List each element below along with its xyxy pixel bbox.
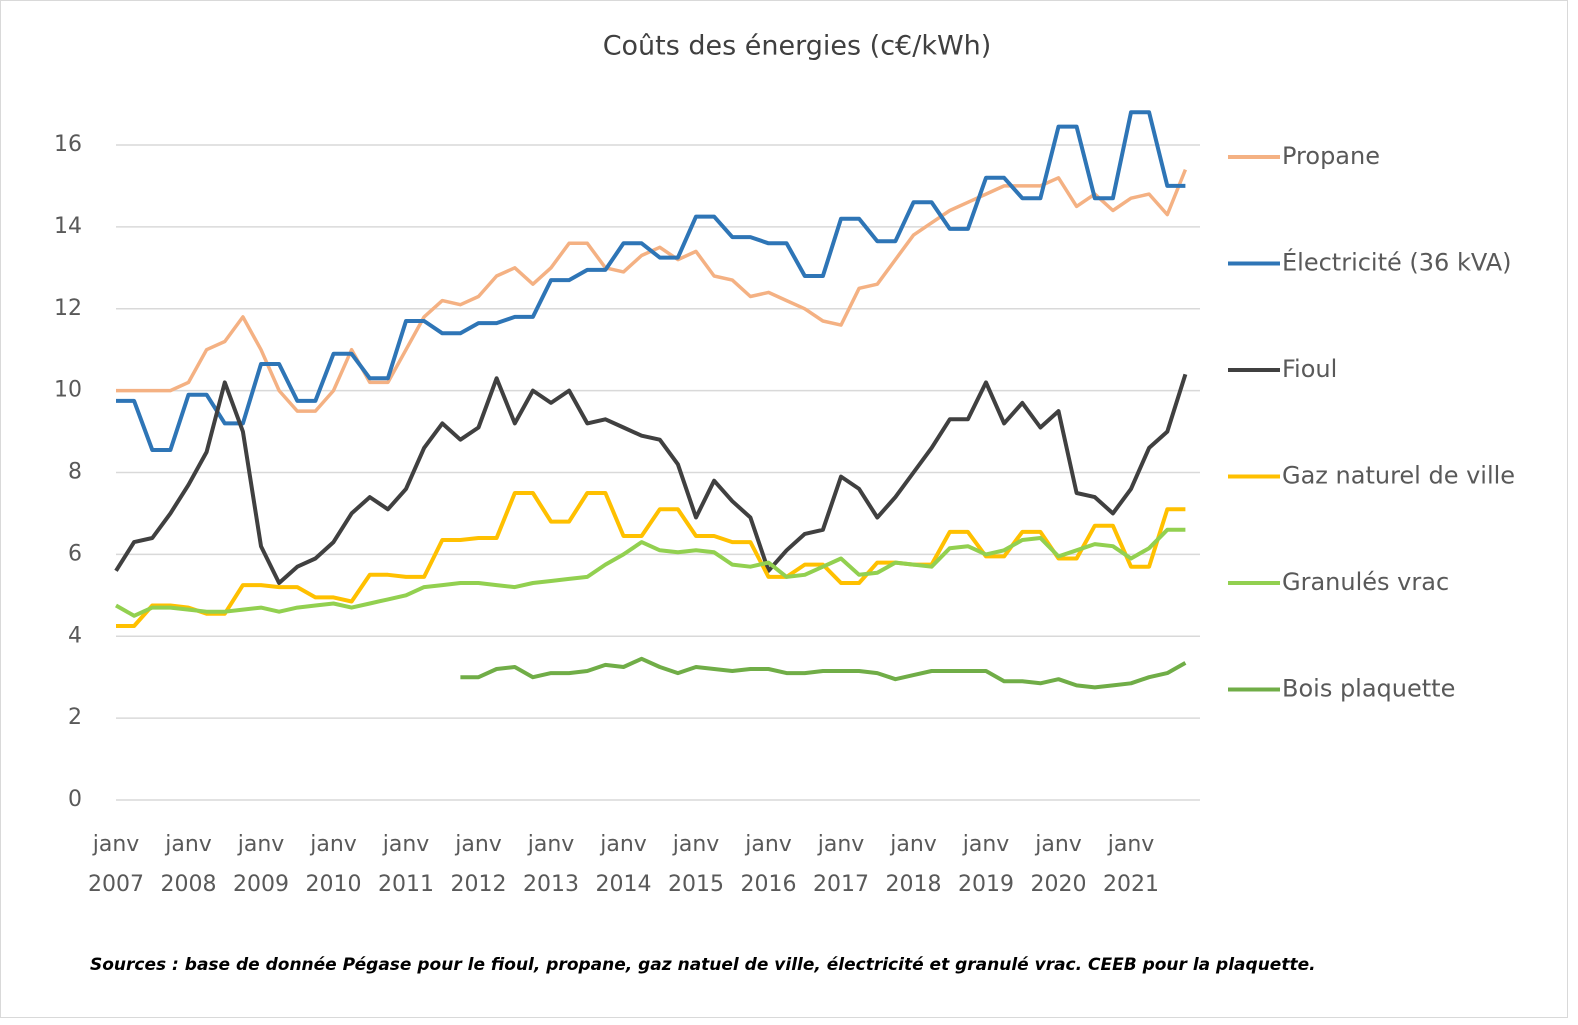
x-tick-label: janv 2008 — [161, 832, 217, 897]
series-line — [116, 110, 1186, 452]
y-tick-label: 6 — [68, 541, 82, 566]
x-tick-label: janv 2007 — [88, 832, 144, 897]
x-tick-label: janv 2016 — [741, 832, 797, 897]
x-tick-label: janv 2010 — [306, 832, 362, 897]
legend-label: Électricité (36 kVA) — [1282, 248, 1512, 277]
x-tick-label: janv 2012 — [451, 832, 507, 897]
series-line — [460, 656, 1187, 690]
x-tick-label: janv 2009 — [233, 832, 289, 897]
y-tick-label: 16 — [54, 132, 82, 157]
y-tick-label: 12 — [54, 296, 82, 321]
legend-label: Propane — [1282, 142, 1380, 170]
source-note: Sources : base de donnée Pégase pour le … — [90, 955, 1316, 975]
series-line — [115, 527, 1186, 618]
x-tick-label: janv 2014 — [596, 832, 652, 897]
x-tick-label: janv 2020 — [1031, 832, 1087, 897]
series-line — [114, 373, 1188, 585]
y-tick-label: 10 — [54, 378, 82, 403]
x-tick-label: janv 2011 — [378, 832, 434, 897]
chart-title: Coûts des énergies (c€/kWh) — [603, 31, 992, 62]
y-tick-label: 4 — [68, 623, 82, 648]
series-line — [116, 491, 1186, 628]
y-tick-label: 0 — [68, 787, 82, 812]
y-tick-label: 8 — [68, 460, 82, 485]
x-tick-label: janv 2018 — [886, 832, 942, 897]
legend-label: Fioul — [1282, 355, 1337, 383]
x-tick-label: janv 2019 — [958, 832, 1014, 897]
x-tick-label: janv 2015 — [668, 832, 724, 897]
legend-label: Gaz naturel de ville — [1282, 462, 1515, 490]
y-tick-label: 2 — [68, 705, 82, 730]
x-tick-label: janv 2013 — [523, 832, 579, 897]
y-tick-label: 14 — [54, 214, 82, 239]
legend-label: Granulés vrac — [1282, 568, 1449, 596]
x-tick-label: janv 2017 — [813, 832, 869, 897]
legend-label: Bois plaquette — [1282, 675, 1455, 703]
x-tick-label: janv 2021 — [1103, 832, 1159, 897]
